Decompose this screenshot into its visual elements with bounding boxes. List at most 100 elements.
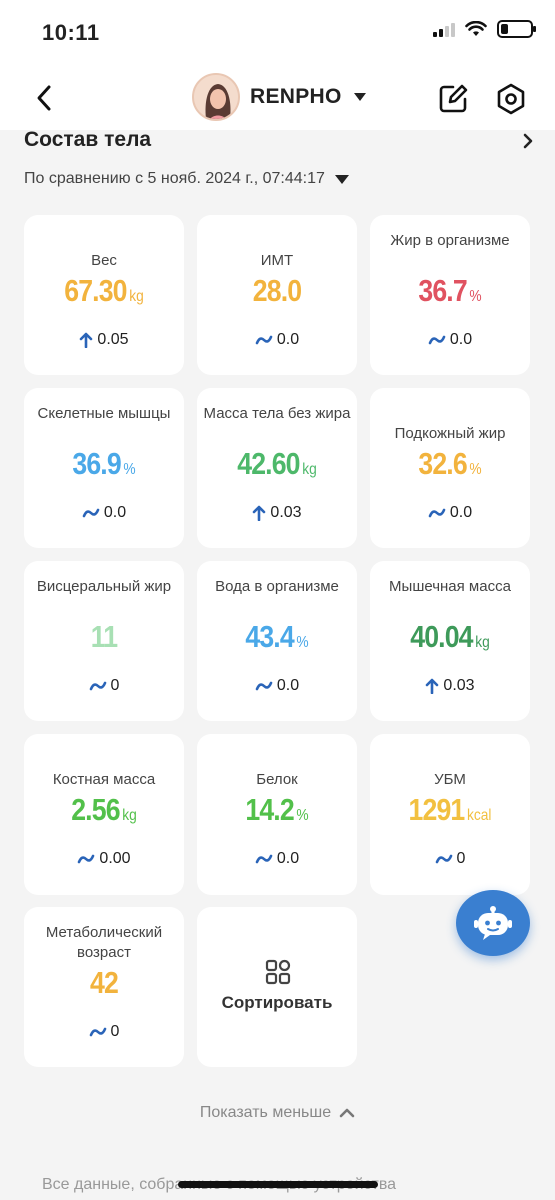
metric-value: 14.2% bbox=[208, 792, 346, 828]
metric-card[interactable]: Белок 14.2% 0.0 bbox=[197, 734, 357, 895]
comparison-date-selector[interactable]: По сравнению с 5 нояб. 2024 г., 07:44:17 bbox=[24, 170, 349, 188]
caret-down-icon bbox=[334, 174, 349, 184]
body-composition-header[interactable]: Состав тела bbox=[24, 128, 534, 160]
metric-value: 43.4% bbox=[208, 619, 346, 655]
metric-change: 0.03 bbox=[370, 677, 530, 695]
metric-label: Висцеральный жир bbox=[36, 578, 172, 595]
back-button[interactable] bbox=[28, 82, 60, 114]
profile-name: RENPHO bbox=[250, 85, 342, 108]
settings-button[interactable] bbox=[494, 82, 528, 116]
metric-value: 2.56 kg bbox=[35, 792, 173, 828]
arrow-up-icon bbox=[80, 332, 93, 348]
metric-card[interactable]: Подкожный жир 32.6% 0.0 bbox=[370, 388, 530, 548]
metric-change-value: 0 bbox=[110, 1023, 120, 1040]
trend-flat-icon bbox=[428, 508, 446, 518]
metric-value: 42 bbox=[35, 965, 173, 1001]
metric-unit: kg bbox=[122, 807, 137, 824]
show-less-label: Показать меньше bbox=[199, 1104, 332, 1121]
metric-card[interactable]: Метаболический возраст 42 0 bbox=[24, 907, 184, 1067]
metric-label: ИМТ bbox=[260, 252, 294, 269]
edit-button[interactable] bbox=[436, 82, 470, 116]
metric-label: Мышечная масса bbox=[389, 578, 511, 595]
assistant-bot-button[interactable] bbox=[456, 890, 530, 956]
arrow-up-icon bbox=[253, 505, 266, 521]
status-time: 10:11 bbox=[42, 20, 100, 45]
metric-value: 67.30 kg bbox=[35, 273, 173, 309]
metric-card[interactable]: Мышечная масса 40.04 kg 0.03 bbox=[370, 561, 530, 721]
metric-unit: kg bbox=[475, 634, 490, 651]
chevron-up-icon bbox=[339, 1108, 355, 1118]
avatar bbox=[192, 73, 240, 121]
metric-unit: % bbox=[469, 288, 482, 305]
wifi-icon bbox=[465, 21, 487, 36]
trend-flat-icon bbox=[89, 1027, 106, 1037]
metric-change: 0 bbox=[24, 1023, 184, 1041]
metric-number: 36.9 bbox=[72, 446, 121, 481]
robot-icon bbox=[474, 906, 512, 940]
metric-change: 0.0 bbox=[370, 331, 530, 349]
cellular-signal-icon bbox=[433, 21, 455, 37]
metric-number: 40.04 bbox=[410, 619, 473, 654]
metric-label: Масса тела без жира bbox=[203, 405, 351, 422]
nav-bar: RENPHO bbox=[0, 68, 555, 130]
sort-icon bbox=[265, 959, 291, 985]
trend-flat-icon bbox=[435, 854, 452, 864]
metric-change-value: 0.0 bbox=[276, 850, 300, 867]
metric-value: 1291 kcal bbox=[381, 792, 519, 828]
metric-card[interactable]: Вес 67.30 kg 0.05 bbox=[24, 215, 184, 375]
chevron-right-icon bbox=[523, 133, 533, 149]
metric-change-value: 0.0 bbox=[103, 504, 127, 521]
metric-card[interactable]: Вода в организме 43.4% 0.0 bbox=[197, 561, 357, 721]
metric-change: 0.0 bbox=[197, 331, 357, 349]
metric-card[interactable]: Скелетные мышцы 36.9% 0.0 bbox=[24, 388, 184, 548]
trend-flat-icon bbox=[255, 335, 273, 345]
metric-number: 42 bbox=[90, 965, 119, 1000]
metric-card[interactable]: Масса тела без жира 42.60 kg 0.03 bbox=[197, 388, 357, 548]
metric-label: Белок bbox=[256, 771, 298, 788]
metric-label: Скелетные мышцы bbox=[37, 405, 171, 422]
metric-change-value: 0.0 bbox=[449, 504, 473, 521]
metric-change: 0 bbox=[24, 677, 184, 695]
metric-change-value: 0.03 bbox=[270, 504, 302, 521]
metric-unit: kg bbox=[302, 461, 317, 478]
metric-unit: kcal bbox=[466, 807, 492, 824]
sort-button[interactable]: Сортировать bbox=[197, 907, 357, 1067]
metric-card[interactable]: УБМ 1291 kcal 0 bbox=[370, 734, 530, 895]
trend-flat-icon bbox=[255, 854, 273, 864]
metric-value: 36.7% bbox=[381, 273, 519, 309]
metric-card[interactable]: Жир в организме 36.7% 0.0 bbox=[370, 215, 530, 375]
metric-unit: % bbox=[296, 634, 309, 651]
trend-flat-icon bbox=[255, 681, 273, 691]
status-bar: 10:11 bbox=[0, 0, 555, 68]
metric-change: 0.0 bbox=[197, 677, 357, 695]
metric-value: 28.0 bbox=[208, 273, 346, 309]
metric-card[interactable]: Висцеральный жир 11 0 bbox=[24, 561, 184, 721]
comparison-text: По сравнению с 5 нояб. 2024 г., 07:44:17 bbox=[24, 170, 325, 187]
metric-value: 11 bbox=[35, 619, 173, 655]
metric-number: 2.56 bbox=[71, 792, 120, 827]
metric-number: 67.30 bbox=[64, 273, 127, 308]
edit-icon bbox=[439, 84, 468, 113]
metric-change-value: 0.0 bbox=[449, 331, 473, 348]
caret-down-icon bbox=[353, 93, 366, 101]
metric-change: 0.05 bbox=[24, 331, 184, 349]
trend-flat-icon bbox=[89, 681, 106, 691]
metric-number: 11 bbox=[90, 619, 118, 654]
home-indicator bbox=[178, 1181, 378, 1188]
metric-card[interactable]: ИМТ 28.0 0.0 bbox=[197, 215, 357, 375]
metric-number: 14.2 bbox=[245, 792, 294, 827]
show-less-button[interactable]: Показать меньше bbox=[0, 1104, 555, 1122]
metric-number: 32.6 bbox=[418, 446, 467, 481]
metric-number: 36.7 bbox=[418, 273, 467, 308]
trend-flat-icon bbox=[82, 508, 100, 518]
metric-change: 0.0 bbox=[197, 850, 357, 868]
arrow-up-icon bbox=[426, 678, 439, 694]
metric-number: 42.60 bbox=[237, 446, 300, 481]
metric-change-value: 0.03 bbox=[443, 677, 475, 694]
metric-card[interactable]: Костная масса 2.56 kg 0.00 bbox=[24, 734, 184, 895]
metric-change: 0 bbox=[370, 850, 530, 868]
metric-value: 36.9% bbox=[35, 446, 173, 482]
metric-label: Подкожный жир bbox=[394, 425, 506, 442]
metric-value: 40.04 kg bbox=[381, 619, 519, 655]
profile-switcher[interactable]: RENPHO bbox=[192, 73, 366, 121]
